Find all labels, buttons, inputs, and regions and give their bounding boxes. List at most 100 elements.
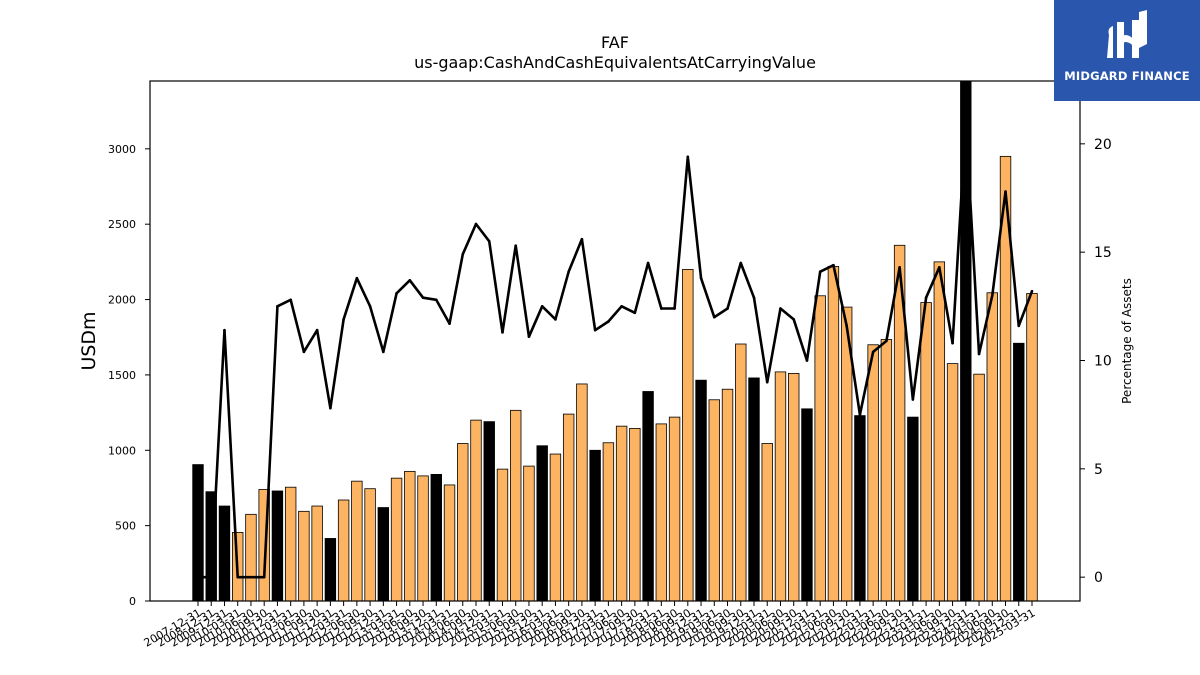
- line-point: [262, 575, 266, 579]
- y2-tick-label: 15: [1094, 245, 1112, 261]
- line-point: [805, 359, 809, 362]
- bar: [629, 428, 641, 602]
- right-axis: 0 5 10 15 20: [1080, 137, 1112, 586]
- bar: [430, 473, 442, 602]
- bar: [351, 480, 363, 602]
- y2-tick-label: 5: [1094, 462, 1103, 478]
- line-point: [779, 307, 782, 310]
- bar: [986, 292, 998, 602]
- bar: [470, 419, 482, 602]
- line-series: [196, 120, 1034, 579]
- bar: [510, 409, 522, 602]
- bar: [788, 373, 800, 602]
- bar: [854, 415, 866, 602]
- bar: [642, 391, 654, 602]
- y-tick-label: 2000: [108, 294, 136, 307]
- bar: [298, 510, 310, 602]
- bar: [973, 373, 985, 602]
- bar: [735, 343, 747, 602]
- bar: [589, 449, 601, 602]
- bar: [284, 486, 297, 602]
- line-point: [885, 339, 888, 343]
- midgard-logo-icon: [1107, 10, 1147, 58]
- line-point: [620, 305, 623, 308]
- line-point: [871, 350, 875, 354]
- chart-title: FAF: [601, 33, 629, 52]
- y-tick-label: 500: [115, 520, 136, 533]
- bar: [814, 295, 826, 602]
- line-point: [461, 253, 465, 256]
- line-point: [554, 318, 557, 321]
- line-point: [501, 331, 504, 334]
- y-tick-label: 3000: [108, 143, 136, 156]
- bar: [245, 513, 257, 602]
- bar: [377, 507, 390, 602]
- line-point: [1017, 324, 1021, 328]
- bar: [1013, 342, 1025, 602]
- bar: [907, 416, 919, 602]
- bar: [933, 261, 946, 602]
- left-axis: 0 500 1000 1500 2000 2500 3000: [108, 143, 150, 608]
- line-point: [421, 296, 425, 299]
- bar: [311, 505, 323, 602]
- line-point: [223, 328, 226, 332]
- y-tick-label: 1000: [108, 444, 136, 457]
- line-point: [329, 406, 332, 410]
- bar: [774, 371, 787, 602]
- line-point: [951, 341, 954, 345]
- bar: [457, 443, 469, 602]
- bar: [364, 488, 376, 602]
- line-point: [382, 350, 385, 354]
- y2-tick-label: 20: [1094, 137, 1112, 153]
- bar: [562, 413, 575, 602]
- line-point: [818, 270, 822, 273]
- bar: [867, 344, 879, 602]
- line-point: [593, 328, 597, 332]
- line-point: [977, 352, 981, 356]
- line-point: [726, 307, 729, 310]
- line-point: [938, 266, 941, 269]
- line-point: [527, 335, 531, 338]
- bar: [946, 363, 959, 602]
- line-point: [739, 261, 743, 265]
- line-point: [514, 244, 518, 247]
- line-point: [898, 266, 901, 269]
- line-point: [845, 324, 848, 328]
- y2-axis-label: Percentage of Assets: [1120, 278, 1134, 404]
- bar: [390, 477, 403, 602]
- bar: [655, 423, 668, 602]
- y-tick-label: 1500: [108, 369, 136, 382]
- line-point: [607, 320, 610, 323]
- line-point: [832, 263, 835, 267]
- bar: [695, 379, 707, 602]
- line-point: [699, 276, 703, 280]
- bar: [748, 377, 760, 602]
- bar: [708, 399, 720, 602]
- line-point: [765, 380, 769, 384]
- line-point: [911, 398, 915, 401]
- line-point: [236, 575, 240, 579]
- line-point: [964, 120, 968, 124]
- bar: [483, 421, 495, 602]
- line-point: [355, 276, 359, 280]
- line-point: [990, 294, 994, 297]
- line-point: [342, 318, 345, 321]
- bar: [496, 468, 509, 602]
- chart-subtitle: us-gaap:CashAndCashEquivalentsAtCarrying…: [414, 53, 816, 72]
- line-point: [368, 305, 372, 308]
- bar: [668, 416, 681, 602]
- line-point: [434, 298, 438, 302]
- line-point: [209, 575, 213, 579]
- line-point: [567, 270, 570, 273]
- bar: [721, 388, 734, 602]
- bar: [404, 470, 416, 602]
- bar: [324, 538, 337, 602]
- line-point: [924, 296, 928, 299]
- bar: [602, 442, 615, 602]
- bar: [801, 408, 813, 602]
- line-point: [474, 222, 478, 226]
- line-point: [196, 575, 200, 579]
- bar: [271, 490, 284, 602]
- x-axis: 2007-12-312008-12-312009-12-312010-03-31…: [142, 601, 1038, 650]
- bar: [523, 465, 535, 602]
